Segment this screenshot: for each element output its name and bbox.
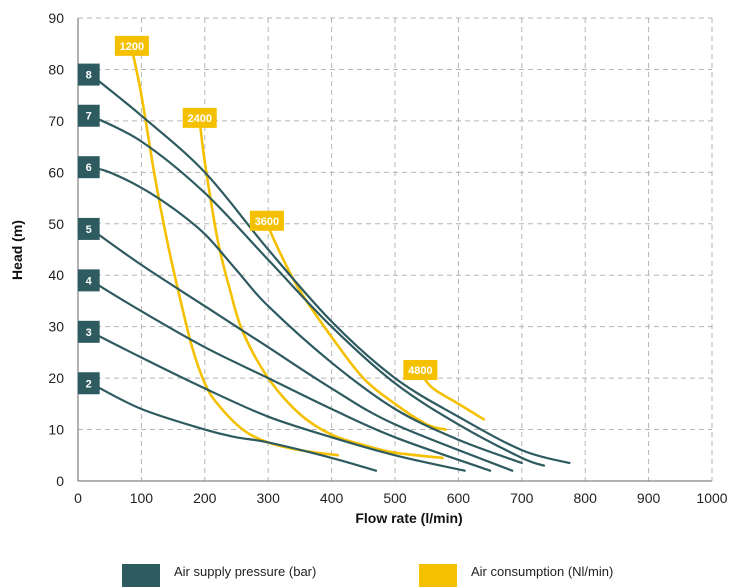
pressure-curve-3 (89, 330, 466, 472)
consumption-badge-label: 1200 (120, 41, 144, 53)
pressure-curve-6 (89, 166, 523, 465)
pressure-badge-label: 2 (86, 378, 92, 390)
x-tick-label: 200 (193, 490, 217, 506)
consumption-curve-2400 (198, 119, 444, 460)
pressure-badge-6 (77, 156, 100, 179)
pressure-curve-5 (89, 227, 514, 472)
axes (77, 18, 712, 482)
y-axis-title: Head (m) (9, 220, 25, 280)
legend: Air supply pressure (bar) Air consumptio… (122, 564, 613, 587)
x-axis-title: Flow rate (l/min) (355, 510, 462, 526)
x-tick-label: 300 (257, 490, 281, 506)
consumption-badge-label: 3600 (255, 216, 279, 228)
consumption-curve-3600 (265, 222, 447, 431)
y-tick-label: 30 (48, 319, 64, 335)
air-pressure-curves (89, 73, 571, 472)
pressure-badge-3 (77, 320, 100, 343)
x-tick-labels: 0 100 200 300 400 500 600 700 800 900 1000 (74, 490, 728, 506)
pressure-badge-label: 4 (86, 275, 93, 287)
x-tick-label: 400 (320, 490, 344, 506)
consumption-badge-4800 (403, 359, 438, 380)
pressure-badge-label: 3 (86, 327, 92, 339)
x-tick-label: 700 (510, 490, 534, 506)
consumption-badge-3600 (249, 210, 284, 231)
pressure-curve-2 (89, 382, 378, 472)
x-tick-label: 500 (383, 490, 407, 506)
pressure-badge-5 (77, 217, 100, 240)
y-tick-label: 80 (48, 61, 64, 77)
pressure-badge-label: 7 (86, 111, 92, 123)
consumption-badge-label: 4800 (408, 365, 432, 377)
pressure-badge-label: 8 (86, 70, 92, 82)
pressure-curve-4 (89, 279, 492, 472)
legend-label-pressure: Air supply pressure (bar) (174, 564, 316, 579)
pressure-curve-7 (89, 114, 546, 467)
y-tick-label: 0 (56, 473, 64, 489)
curve-badges: 2 3 4 5 6 7 8 1200 2400 3600 4800 (77, 35, 438, 395)
pressure-badge-2 (77, 372, 100, 395)
x-tick-label: 1000 (696, 490, 727, 506)
y-tick-label: 90 (48, 10, 64, 26)
y-tick-label: 20 (48, 370, 64, 386)
pressure-badge-8 (77, 63, 100, 86)
y-tick-label: 10 (48, 422, 64, 438)
pressure-badge-label: 6 (86, 162, 92, 174)
pressure-badge-label: 5 (86, 224, 92, 236)
x-tick-label: 600 (447, 490, 471, 506)
y-tick-labels: 0 10 20 30 40 50 60 70 80 90 (48, 10, 64, 489)
consumption-curve-1200 (130, 47, 340, 457)
consumption-badge-1200 (114, 35, 149, 56)
pressure-badge-4 (77, 269, 100, 292)
pressure-badge-7 (77, 104, 100, 127)
x-tick-label: 0 (74, 490, 82, 506)
x-tick-label: 900 (637, 490, 661, 506)
x-tick-label: 800 (574, 490, 598, 506)
consumption-badge-2400 (182, 107, 217, 128)
y-tick-label: 70 (48, 113, 64, 129)
y-tick-label: 50 (48, 216, 64, 232)
legend-swatch-consumption (419, 564, 457, 587)
legend-swatch-pressure (122, 564, 160, 587)
y-tick-label: 40 (48, 267, 64, 283)
legend-label-consumption: Air consumption (Nl/min) (471, 564, 613, 579)
y-tick-label: 60 (48, 164, 64, 180)
x-tick-label: 100 (130, 490, 154, 506)
consumption-badge-label: 2400 (187, 113, 211, 125)
pressure-curve-8 (89, 73, 571, 465)
grid (78, 17, 713, 481)
